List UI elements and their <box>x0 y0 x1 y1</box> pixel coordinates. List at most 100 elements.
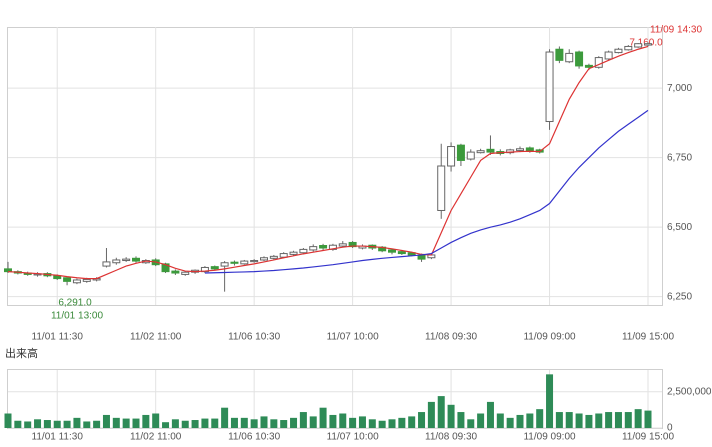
volume-bar <box>614 412 622 428</box>
candle-body <box>299 248 308 254</box>
y-tick-label: 0 <box>667 423 673 434</box>
x-tick-label: 11/08 09:30 <box>425 332 478 343</box>
candle-body <box>4 268 12 273</box>
candle-body <box>181 271 190 275</box>
candle-body <box>102 261 111 267</box>
x-tick-label: 11/06 10:30 <box>228 332 281 343</box>
candle-body <box>279 253 288 258</box>
volume-bar <box>358 416 366 428</box>
candle-body <box>555 48 564 61</box>
volume-bar <box>142 414 150 428</box>
volume-bar <box>418 412 426 428</box>
volume-bar <box>555 412 563 428</box>
volume-bar <box>83 421 91 428</box>
volume-bar <box>486 401 494 428</box>
x-tick-label: 11/08 09:30 <box>425 432 478 443</box>
volume-bar <box>378 420 386 428</box>
volume-bar <box>398 417 406 428</box>
volume-bar <box>73 417 81 428</box>
volume-bar <box>4 413 12 428</box>
volume-title: 出来高 <box>5 346 38 360</box>
candle-body <box>210 266 219 270</box>
volume-bar <box>93 420 101 428</box>
volume-bar <box>329 414 337 428</box>
volume-bar <box>565 412 573 428</box>
volume-bar <box>536 409 544 428</box>
candle-body <box>240 260 249 265</box>
moving-average <box>7 45 649 280</box>
y-tick-label: 7,000 <box>667 83 692 94</box>
high-price: 7,160.0 <box>629 38 663 49</box>
candle-body <box>466 151 475 160</box>
candle-body <box>220 262 229 267</box>
high-time: 11/09 14:30 <box>650 25 703 36</box>
x-tick-label: 11/07 10:00 <box>327 332 380 343</box>
price-frame <box>7 27 663 306</box>
candle-body <box>437 165 446 211</box>
candle-body <box>584 64 593 68</box>
x-tick-label: 11/01 11:30 <box>32 432 84 443</box>
volume-bar <box>575 413 583 428</box>
volume-bar <box>339 413 347 428</box>
volume-bar <box>152 413 160 428</box>
x-tick-label: 11/09 15:00 <box>622 432 675 443</box>
candle-body <box>72 279 81 284</box>
volume-bar <box>388 419 396 428</box>
volume-bar <box>516 414 524 428</box>
candle-body <box>614 48 623 54</box>
volume-bar <box>299 412 307 428</box>
volume-bar <box>644 410 652 428</box>
candle-body <box>624 45 633 51</box>
candle-body <box>161 263 170 273</box>
volume-bar <box>240 417 248 428</box>
volume-bar <box>506 417 514 428</box>
volume-bar <box>171 419 179 428</box>
y-tick-label: 6,250 <box>667 291 692 302</box>
y-tick-label: 2,500,000 <box>667 386 712 397</box>
candle-body <box>388 249 396 253</box>
volume-bar <box>162 422 170 428</box>
candle-body <box>309 246 318 251</box>
candle-body <box>575 51 584 67</box>
candle-body <box>230 261 239 264</box>
volume-bar <box>191 420 199 428</box>
volume-bar <box>368 419 376 428</box>
x-tick-label: 11/02 11:00 <box>130 332 182 343</box>
volume-bar <box>122 418 130 428</box>
volume-bar <box>437 396 445 428</box>
x-tick-label: 11/09 09:00 <box>523 332 576 343</box>
candle-body <box>289 251 298 255</box>
candle-body <box>122 258 131 262</box>
volume-bar <box>467 419 475 428</box>
volume-bar <box>280 420 288 428</box>
y-tick-label: 6,750 <box>667 152 692 163</box>
volume-bar <box>457 412 465 428</box>
candle-body <box>644 43 652 46</box>
y-tick-label: 6,500 <box>667 222 692 233</box>
volume-bar <box>53 420 61 428</box>
candle-body <box>250 260 259 263</box>
candle-body <box>63 277 72 282</box>
volume-bar <box>595 413 603 428</box>
candle-body <box>53 275 62 280</box>
candle-body <box>486 148 495 153</box>
candle-body <box>634 43 643 48</box>
volume-bar <box>34 419 42 428</box>
candle-body <box>604 51 613 60</box>
volume-bar <box>349 417 357 428</box>
candle-body <box>171 270 180 274</box>
candle-body <box>338 243 347 247</box>
x-tick-label: 11/02 11:00 <box>130 432 182 443</box>
volume-bar <box>605 412 613 428</box>
volume-bar <box>230 417 238 428</box>
volume-bar <box>427 401 435 428</box>
volume-bar <box>546 374 554 428</box>
candle-body <box>456 144 465 161</box>
moving-average <box>204 109 649 274</box>
volume-bar <box>24 421 32 428</box>
x-tick-label: 11/06 10:30 <box>228 432 281 443</box>
volume-bar <box>112 417 120 428</box>
volume-bar <box>211 418 219 428</box>
